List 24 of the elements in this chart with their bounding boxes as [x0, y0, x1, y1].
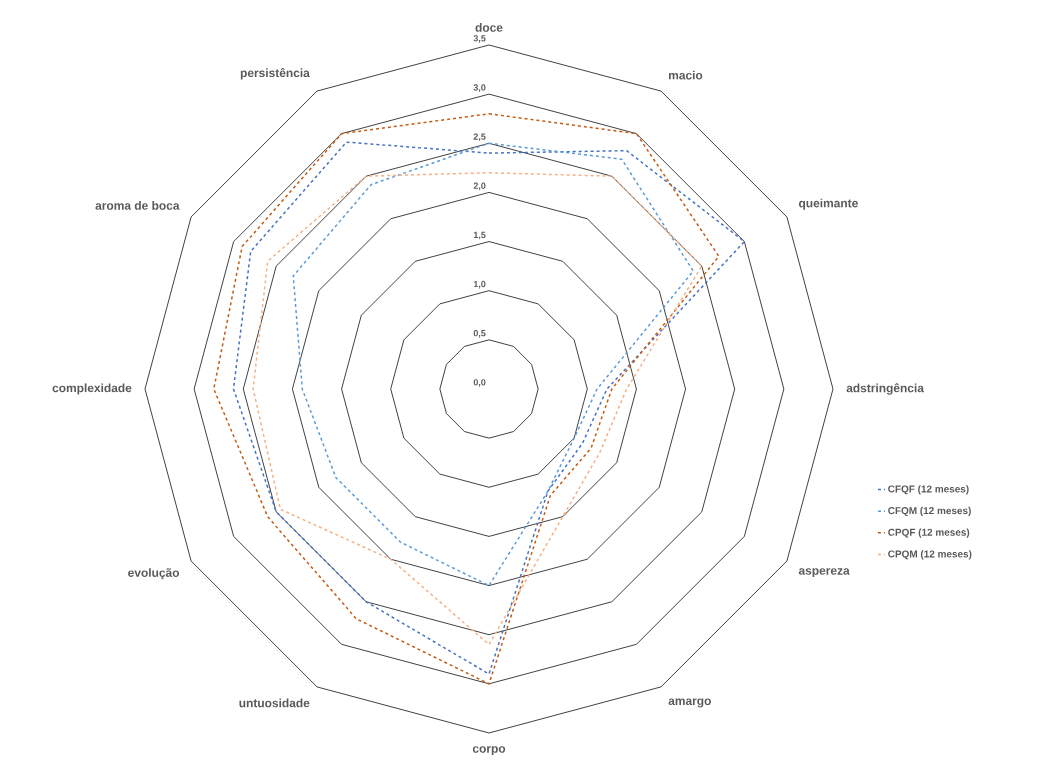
y-tick-label: 1,0 — [473, 280, 486, 289]
y-tick-label: 2,0 — [473, 182, 486, 191]
spoke-label: untuosidade — [239, 698, 310, 708]
spoke-label: evolução — [128, 568, 180, 580]
y-tick-label: 0,5 — [473, 329, 486, 338]
y-tick-label: 3,0 — [473, 84, 486, 92]
spoke-label: doce — [475, 23, 503, 32]
legend-label: CFQF (12 meses) — [888, 485, 969, 495]
legend-label: CPQM (12 meses) — [888, 550, 972, 560]
spoke-label: amargo — [668, 698, 711, 708]
y-tick-label: 2,5 — [473, 133, 486, 142]
spoke-label: persistência — [240, 68, 310, 80]
y-tick-label: 1,5 — [473, 231, 486, 240]
spoke-label: complexidade — [52, 383, 132, 395]
spoke-label: corpo — [472, 746, 506, 756]
spoke-label: aspereza — [798, 568, 850, 578]
spoke-label: queimante — [798, 198, 858, 210]
legend-label: CPQF (12 meses) — [888, 528, 970, 538]
y-tick-label: 3,5 — [473, 35, 486, 43]
spoke-label: aroma de boca — [95, 201, 180, 210]
spoke-label: adstringência — [846, 383, 924, 395]
spoke-label: macio — [668, 70, 703, 80]
y-tick-label: 0,0 — [473, 379, 486, 387]
legend-label: CFQM (12 meses) — [888, 506, 971, 517]
